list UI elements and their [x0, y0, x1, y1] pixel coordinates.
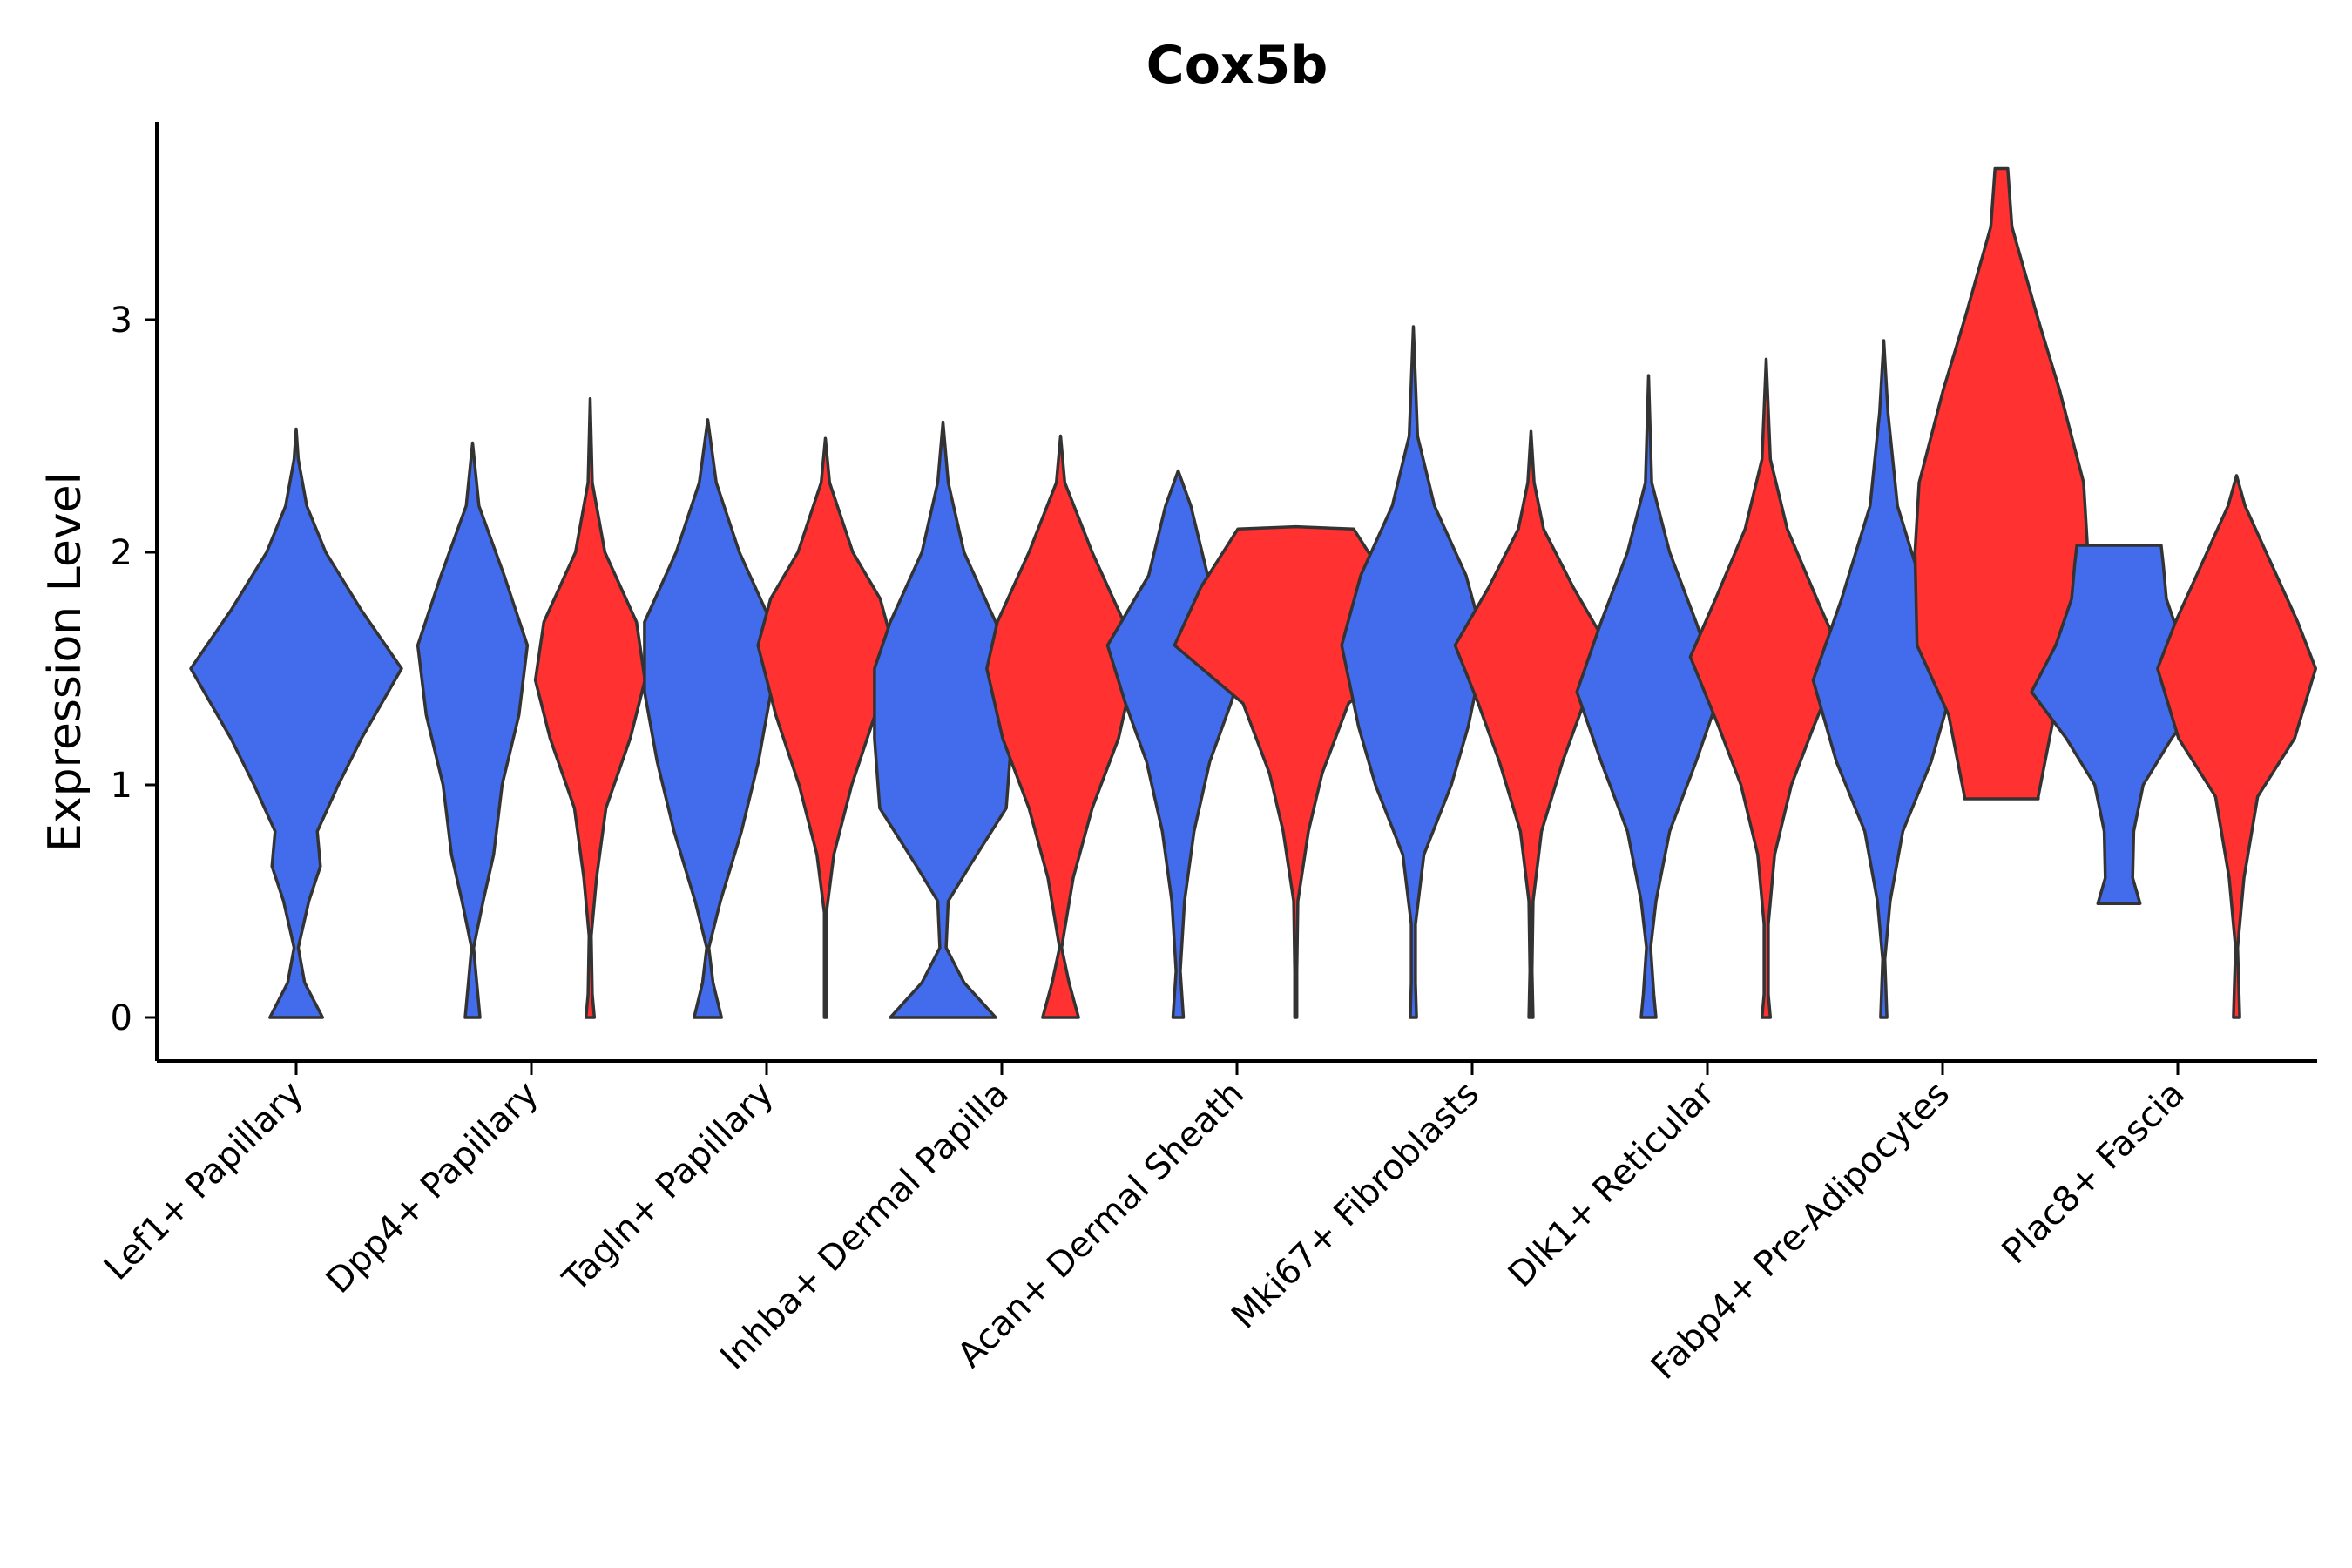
violins-layer: [189, 166, 2318, 1019]
x-tick-label: Plac8+ Fascia: [1995, 1074, 2193, 1273]
violin-11: [1453, 429, 1609, 1019]
x-tick-label: Lef1+ Papillary: [97, 1074, 311, 1288]
x-tick-label: Dlk1+ Reticular: [1501, 1073, 1723, 1295]
y-tick-label: 2: [111, 533, 132, 573]
chart-title: Cox5b: [1146, 35, 1328, 96]
x-tick-label: Mki67+ Fibroblasts: [1224, 1074, 1487, 1337]
violin-2: [416, 441, 530, 1019]
y-tick-label: 1: [111, 766, 132, 806]
violin-4: [643, 418, 773, 1019]
violin-5: [756, 436, 895, 1019]
violin-15: [1913, 166, 2090, 801]
violin-13: [1688, 357, 1844, 1019]
violin-17: [2156, 474, 2318, 1019]
violin-3: [533, 397, 647, 1019]
y-tick-label: 3: [111, 301, 132, 341]
x-tick-label: Dpp4+ Papillary: [319, 1074, 546, 1301]
violin-6: [873, 420, 1013, 1019]
violin-1: [189, 427, 403, 1019]
y-axis-label: Expression Level: [39, 472, 91, 852]
y-tick-label: 0: [111, 998, 132, 1038]
violin-12: [1575, 374, 1722, 1019]
violin-7: [985, 434, 1136, 1019]
x-tick-label: Tagln+ Papillary: [555, 1074, 781, 1301]
violin-10: [1340, 325, 1487, 1019]
